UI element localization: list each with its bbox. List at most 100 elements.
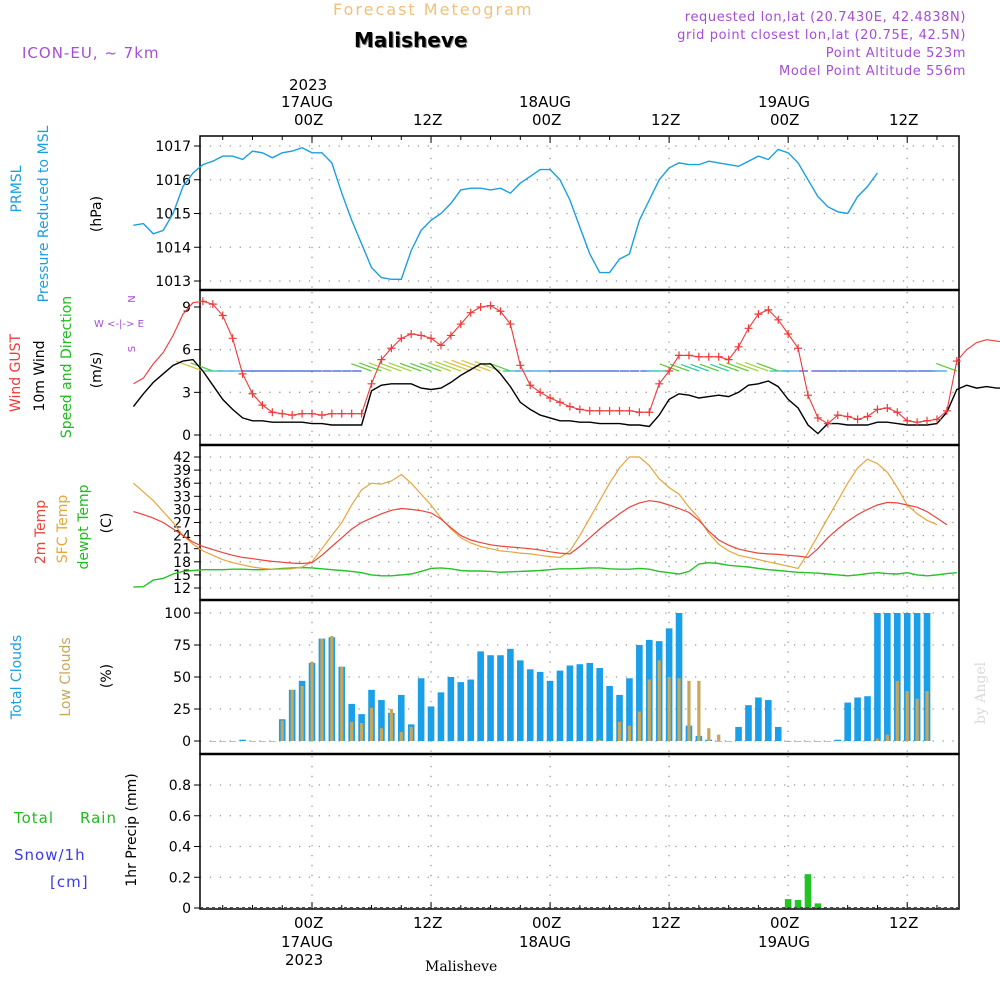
gust-marker bbox=[436, 341, 445, 350]
gust-marker bbox=[466, 308, 475, 317]
low-cloud-bar bbox=[598, 739, 602, 741]
total-cloud-bar bbox=[844, 702, 851, 741]
total-cloud-bar bbox=[864, 696, 871, 741]
bottom-year: 2023 bbox=[285, 951, 324, 969]
total-cloud-bar bbox=[378, 700, 385, 741]
wind-direction-arrow bbox=[680, 363, 700, 372]
gust-marker bbox=[813, 413, 822, 422]
total-cloud-bar bbox=[417, 678, 425, 741]
requested-coords: requested lon,lat (20.7430E, 42.4838N) bbox=[684, 10, 966, 25]
low-cloud-bar bbox=[637, 711, 641, 741]
gust-marker bbox=[337, 409, 346, 418]
total-cloud-bar bbox=[794, 741, 802, 742]
y-tick-label: 100 bbox=[164, 606, 191, 622]
total-cloud-bar bbox=[626, 678, 633, 741]
gust-marker bbox=[913, 418, 922, 427]
gust-marker bbox=[774, 315, 783, 324]
top-date-19: 19AUG bbox=[758, 93, 810, 111]
total-cloud-bar bbox=[804, 741, 812, 742]
top-date-18: 18AUG bbox=[519, 93, 571, 111]
total-cloud-bar bbox=[923, 613, 931, 741]
gust-marker bbox=[407, 330, 416, 339]
total-cloud-bar bbox=[874, 613, 881, 741]
gust-marker bbox=[635, 408, 644, 417]
low-cloud-bar bbox=[300, 685, 304, 741]
total-cloud-bar bbox=[457, 682, 465, 741]
total-cloud-bar bbox=[735, 726, 742, 741]
y-tick-label: 1013 bbox=[155, 274, 191, 290]
wind-10m-line bbox=[132, 358, 1000, 435]
wind-direction-arrow bbox=[699, 363, 719, 372]
low-cloud-bar bbox=[915, 698, 919, 741]
y-tick-label: 9 bbox=[182, 300, 191, 316]
low-cloud-bar bbox=[667, 677, 671, 741]
gust-marker bbox=[585, 406, 594, 415]
total-cloud-bar bbox=[249, 741, 256, 742]
gust-marker bbox=[556, 398, 564, 407]
total-cloud-bar bbox=[546, 680, 554, 741]
total-cloud-bar bbox=[477, 651, 484, 741]
page-title: Malisheve bbox=[354, 28, 468, 52]
y-tick-label: 33 bbox=[173, 489, 191, 505]
low-cloud-bar bbox=[310, 661, 314, 741]
gust-marker bbox=[248, 389, 257, 398]
y-tick-label: 0.6 bbox=[169, 809, 191, 825]
bottom-tick-4: 12Z bbox=[651, 914, 681, 932]
total-cloud-bar bbox=[903, 613, 911, 741]
total-cloud-bar bbox=[437, 692, 445, 741]
gust-marker bbox=[298, 409, 307, 418]
y-tick-label: 1014 bbox=[155, 240, 191, 256]
low-cloud-bar bbox=[350, 721, 354, 741]
total-cloud-bar bbox=[229, 741, 236, 742]
p5-label-cm: [cm] bbox=[50, 873, 89, 891]
total-cloud-bar bbox=[536, 671, 544, 741]
bottom-date-19: 19AUG bbox=[758, 933, 810, 951]
total-cloud-bar bbox=[219, 741, 227, 742]
low-cloud-bar bbox=[697, 680, 701, 741]
gust-marker bbox=[357, 409, 366, 418]
gust-marker bbox=[714, 352, 723, 361]
low-cloud-bar bbox=[340, 666, 344, 741]
low-cloud-bar bbox=[717, 734, 721, 741]
gust-marker bbox=[932, 415, 941, 424]
gust-marker bbox=[863, 412, 872, 421]
gust-marker bbox=[675, 351, 684, 360]
gust-marker bbox=[645, 408, 654, 417]
wind-direction-arrow bbox=[190, 362, 214, 372]
low-cloud-bar bbox=[360, 723, 364, 741]
low-cloud-bar bbox=[330, 636, 334, 741]
gust-marker bbox=[833, 411, 842, 420]
total-cloud-bar bbox=[745, 705, 752, 741]
total-cloud-bar bbox=[715, 741, 723, 742]
total-cloud-bar bbox=[893, 613, 901, 741]
point-altitude: Point Altitude 523m bbox=[825, 46, 966, 61]
p5-label-rain: Rain bbox=[80, 809, 117, 827]
gust-marker bbox=[516, 361, 525, 370]
grid-point-coords: grid point closest lon,lat (20.75E, 42.5… bbox=[677, 28, 966, 43]
gust-marker bbox=[506, 320, 515, 329]
top-tick-5: 00Z bbox=[770, 111, 800, 129]
top-year: 2023 bbox=[289, 76, 328, 94]
gust-marker bbox=[536, 388, 545, 397]
gust-marker bbox=[446, 331, 455, 340]
y-tick-label: 0 bbox=[182, 901, 191, 917]
gust-marker bbox=[208, 300, 217, 309]
wind-direction-arrow bbox=[744, 361, 769, 372]
model-altitude: Model Point Altitude 556m bbox=[779, 64, 966, 79]
y-tick-label: 39 bbox=[173, 463, 191, 479]
pressure-line bbox=[133, 146, 878, 280]
y-tick-label: 0.2 bbox=[169, 870, 191, 886]
gust-marker bbox=[754, 310, 763, 319]
top-tick-1: 00Z bbox=[294, 111, 324, 129]
gust-marker bbox=[317, 411, 326, 420]
wind-direction-arrow bbox=[351, 363, 372, 372]
total-cloud-bar bbox=[239, 739, 246, 741]
gust-marker bbox=[655, 379, 664, 388]
wind-direction-arrow bbox=[388, 362, 412, 372]
gust-marker bbox=[764, 305, 773, 314]
wind-direction-arrow bbox=[710, 363, 729, 372]
low-cloud-bar bbox=[399, 732, 403, 741]
total-cloud-bar bbox=[606, 685, 613, 741]
top-date-17: 17AUG bbox=[281, 93, 333, 111]
